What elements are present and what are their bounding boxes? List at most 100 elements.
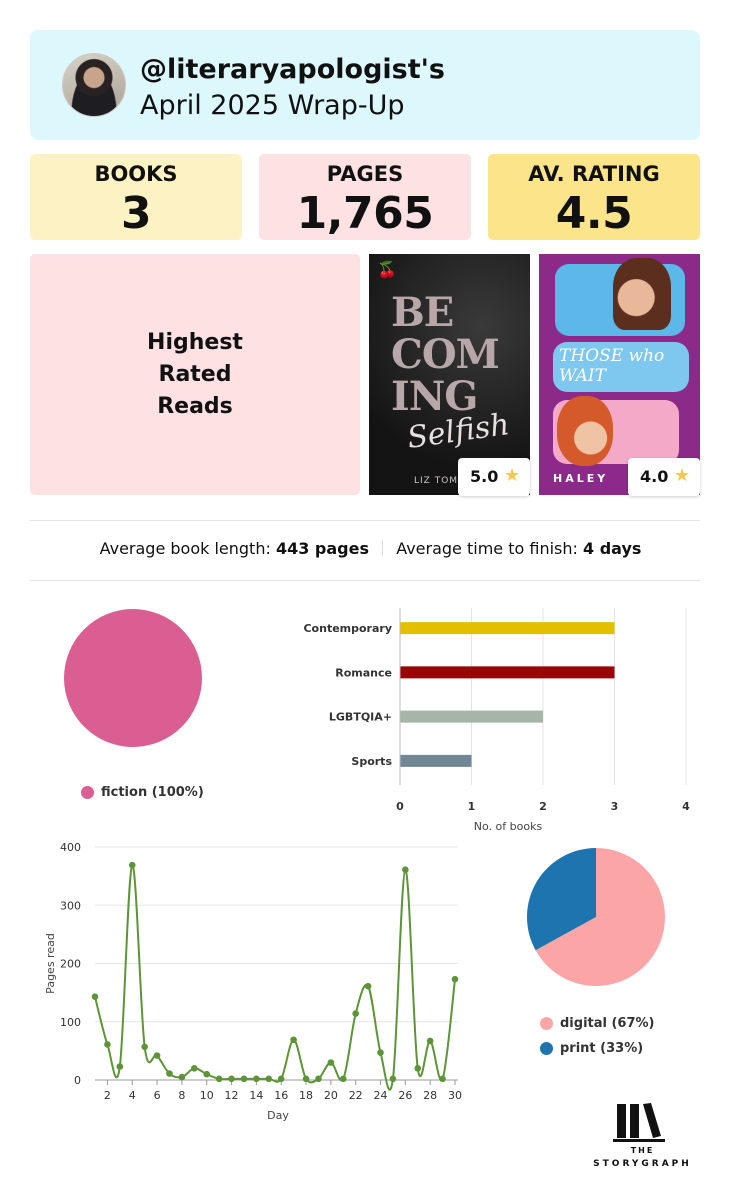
legend-label: digital (67%): [560, 1016, 655, 1031]
legend-dot: [81, 786, 94, 799]
divider: [382, 540, 384, 556]
avg-length-label: Average book length:: [99, 539, 271, 558]
data-point: [228, 1075, 235, 1083]
genres-bar-chart: 0 1 2 3 4 Contemporary Romance LGBTQIA+ Sports No…: [303, 608, 690, 833]
data-point: [302, 1075, 310, 1083]
highest-rated-panel: Highest Rated Reads: [30, 254, 360, 495]
book-rating-value: 5.0: [470, 467, 499, 486]
rating-label: AV. RATING: [528, 162, 660, 186]
data-point: [327, 1059, 335, 1066]
x-tick-label: 24: [374, 1089, 388, 1102]
data-point: [166, 1070, 173, 1077]
bar-sports: [400, 754, 472, 767]
data-point: [339, 1075, 347, 1083]
x-tick-label: 14: [249, 1089, 263, 1102]
divider: [30, 580, 700, 581]
cherry-icon: 🍒: [377, 260, 397, 279]
x-tick-label: 26: [398, 1089, 412, 1102]
data-point: [364, 982, 372, 990]
x-tick-label: 3: [611, 800, 619, 813]
highest-rated-label: Highest Rated Reads: [147, 329, 243, 419]
data-point: [191, 1065, 198, 1072]
data-point: [203, 1070, 211, 1078]
x-tick-label: 4: [129, 1089, 136, 1102]
avatar: [62, 53, 126, 117]
storygraph-logo: THE STORYGRAPH: [585, 1100, 700, 1172]
x-tick-label: 1: [468, 800, 476, 813]
book-cover-those-who-wait[interactable]: THOSE who WAIT HALEY: [539, 254, 700, 495]
x-tick-label: 16: [274, 1089, 288, 1102]
data-point: [91, 993, 99, 1001]
y-tick-label: 400: [60, 841, 81, 854]
bar-romance: [400, 666, 615, 679]
x-tick-label: 10: [200, 1089, 214, 1102]
pages-line-series: [94, 864, 456, 1091]
format-pie-chart: [527, 848, 665, 986]
bar-contemporary: [400, 622, 615, 635]
fiction-legend: fiction (100%): [81, 785, 204, 800]
data-point: [215, 1075, 223, 1083]
pie-slice-print: [527, 848, 596, 951]
data-point: [315, 1075, 322, 1083]
books-label: BOOKS: [94, 162, 178, 186]
x-tick-label: 12: [225, 1089, 239, 1102]
divider: [30, 520, 700, 521]
rating-value: 4.5: [555, 188, 633, 239]
data-point: [290, 1036, 297, 1044]
x-tick-label: 18: [299, 1089, 313, 1102]
averages-line: Average book length: 443 pages Average t…: [0, 539, 741, 558]
data-point: [153, 1052, 161, 1059]
x-tick-label: 6: [154, 1089, 161, 1102]
data-point: [402, 866, 409, 874]
data-point: [265, 1075, 273, 1083]
books-value: 3: [120, 188, 152, 239]
data-point: [104, 1041, 111, 1048]
x-tick-label: 2: [104, 1089, 111, 1102]
x-tick-label: 22: [349, 1089, 363, 1102]
category-label: Contemporary: [303, 622, 392, 635]
x-tick-label: 20: [324, 1089, 338, 1102]
y-tick-label: 200: [60, 958, 81, 971]
data-point: [277, 1075, 285, 1083]
avg-time-value: 4 days: [582, 539, 642, 558]
category-label: Romance: [335, 666, 392, 679]
fiction-pie-chart: [64, 609, 202, 747]
print-legend: print (33%): [540, 1041, 643, 1056]
book-rating-badge: 5.0 ★: [458, 458, 530, 496]
data-point: [414, 1065, 422, 1072]
data-point: [178, 1073, 186, 1081]
digital-legend: digital (67%): [540, 1016, 655, 1031]
y-tick-label: 300: [60, 899, 81, 912]
data-point: [439, 1075, 446, 1083]
book-rating-value: 4.0: [640, 467, 669, 486]
data-point: [240, 1075, 248, 1083]
books-logo-icon: [613, 1103, 665, 1142]
pages-label: PAGES: [326, 162, 404, 186]
x-axis-label: Day: [267, 1109, 289, 1122]
legend-label: print (33%): [560, 1041, 644, 1056]
star-icon: ★: [504, 465, 521, 486]
cover-title: THOSE who WAIT: [559, 346, 665, 386]
avg-length-value: 443 pages: [275, 539, 369, 558]
logo-the: THE: [630, 1146, 655, 1155]
data-point: [451, 975, 459, 983]
data-point: [141, 1043, 148, 1051]
pages-value: 1,765: [296, 188, 434, 239]
book-cover-becoming-selfish[interactable]: 🍒 BE COM ING Selfish LIZ TOMF: [369, 254, 530, 495]
cover-art: [553, 342, 689, 392]
legend-dot: [540, 1042, 553, 1055]
data-point: [352, 1010, 359, 1017]
y-axis-label: Pages read: [44, 933, 57, 994]
bar-lgbtqia: [400, 710, 543, 723]
pages-stat-card: PAGES 1,765: [259, 154, 471, 240]
data-point: [389, 1075, 397, 1083]
category-label: LGBTQIA+: [329, 711, 392, 724]
avg-time-label: Average time to finish:: [396, 539, 578, 558]
legend-dot: [540, 1017, 553, 1030]
rating-stat-card: AV. RATING 4.5: [488, 154, 700, 240]
pie-slice-fiction: [64, 609, 202, 747]
wrap-up-header: @literaryapologist's April 2025 Wrap-Up: [30, 30, 700, 140]
data-point: [116, 1063, 124, 1070]
y-tick-label: 100: [60, 1016, 81, 1029]
